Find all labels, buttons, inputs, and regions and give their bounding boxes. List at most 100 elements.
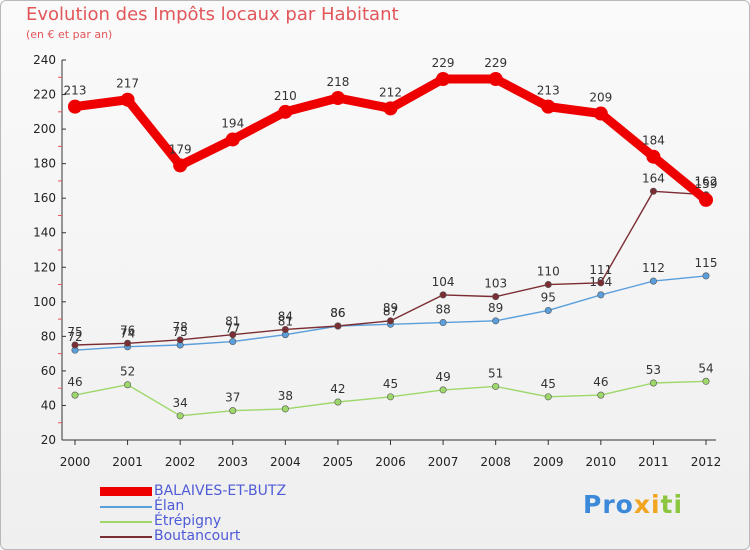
data-label: 45 [383,377,398,391]
data-point [492,293,500,301]
data-point [544,281,552,289]
data-label: 49 [435,370,450,384]
data-point [699,192,713,207]
data-label: 89 [488,301,503,315]
data-point [597,291,605,299]
x-tick-label: 2000 [60,455,91,469]
data-label: 51 [488,366,503,380]
x-tick-label: 2007 [428,455,459,469]
y-tick-label: 100 [33,295,56,309]
data-label: 54 [698,361,713,375]
data-point [225,132,240,147]
data-point [229,338,237,346]
data-label: 115 [695,256,718,270]
data-label: 81 [225,315,240,329]
data-label: 110 [537,265,560,279]
data-label: 42 [330,382,345,396]
data-label: 112 [642,261,665,275]
data-point [71,391,79,399]
y-tick-label: 200 [33,122,56,136]
data-label: 162 [695,175,718,189]
x-tick-label: 2012 [691,455,722,469]
data-label: 34 [173,396,188,410]
data-label: 229 [484,56,507,70]
y-tick-label: 40 [41,398,56,412]
data-label: 218 [326,75,349,89]
data-label: 45 [541,377,556,391]
x-tick-label: 2002 [165,455,196,469]
data-point [229,407,237,415]
data-point [597,279,605,287]
legend-label: BALAIVES-ET-BUTZ [154,483,287,499]
legend-swatch [100,536,152,538]
data-point [281,405,289,413]
data-point [278,104,293,119]
data-point [544,306,552,314]
y-tick-label: 20 [41,433,56,447]
data-label: 103 [484,277,507,291]
data-label: 52 [120,365,135,379]
data-label: 72 [67,330,82,344]
x-tick-label: 2010 [586,455,617,469]
data-point [383,101,398,116]
data-point [646,149,661,164]
x-tick-label: 2011 [638,455,669,469]
data-point [386,317,394,325]
data-point [124,339,132,347]
legend-label: Boutancourt [154,528,241,544]
data-label: 213 [537,84,560,98]
chart-subtitle: (en € et par an) [26,28,113,41]
data-label: 159 [695,177,718,191]
data-point [386,393,394,401]
data-point [439,291,447,299]
y-tick-label: 160 [33,191,56,205]
data-label: 46 [593,375,608,389]
chart-title: Evolution des Impôts locaux par Habitant [26,4,399,25]
data-label: 89 [383,301,398,315]
data-label: 86 [330,306,345,320]
legend-label: Étrépigny [154,513,222,529]
data-point [541,99,556,114]
x-tick-label: 2004 [270,455,301,469]
data-label: 38 [278,389,293,403]
legend-swatch [100,521,152,523]
data-label: 75 [67,325,82,339]
y-tick-label: 140 [33,226,56,240]
data-point [597,391,605,399]
data-point [229,331,237,339]
data-label: 77 [225,322,240,336]
data-label: 87 [383,304,398,318]
data-label: 84 [278,309,293,323]
legend-swatch [100,506,152,508]
logo-part: ti [660,490,684,519]
data-label: 194 [221,116,244,130]
data-label: 179 [169,142,192,156]
data-label: 217 [116,77,139,91]
proxiti-logo: Proxiti [583,490,683,519]
data-label: 78 [173,320,188,334]
data-label: 210 [274,89,297,103]
legend-swatch [100,487,152,496]
data-point [173,158,188,173]
data-point [330,91,345,105]
data-point [176,336,184,344]
x-tick-label: 2005 [323,455,354,469]
data-point [120,92,135,107]
data-point [593,106,608,121]
data-label: 95 [541,290,556,304]
y-tick-label: 80 [41,329,56,343]
data-label: 229 [432,56,455,70]
data-label: 81 [278,315,293,329]
data-point [649,379,657,387]
data-point [492,382,500,390]
logo-part: Pro [583,490,634,519]
x-tick-label: 2001 [112,455,143,469]
data-label: 212 [379,85,402,99]
data-point [71,341,79,349]
data-label: 184 [642,134,665,148]
data-point [488,72,503,86]
data-point [124,381,132,389]
y-tick-label: 60 [41,364,56,378]
